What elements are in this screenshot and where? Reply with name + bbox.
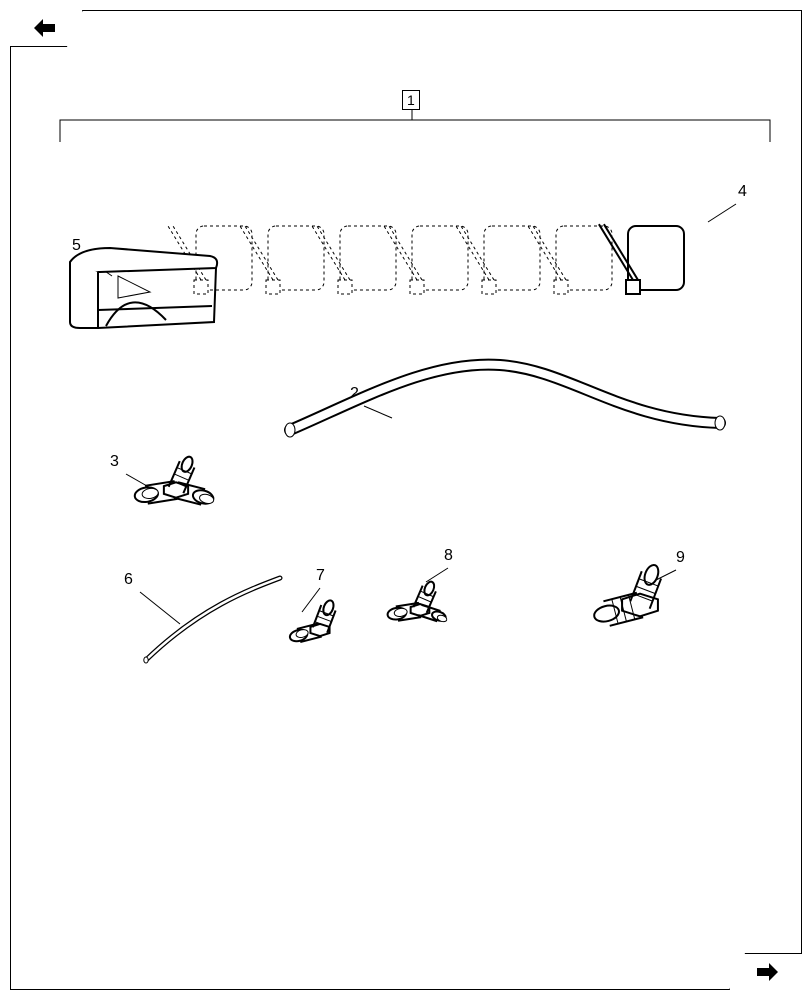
fitting-tee-3: [134, 455, 215, 506]
fitting-elbow-9: [592, 563, 661, 626]
fitting-elbow-7: [289, 599, 336, 643]
fitting-tee-8: [387, 580, 448, 623]
parts-diagram: [0, 0, 812, 1000]
